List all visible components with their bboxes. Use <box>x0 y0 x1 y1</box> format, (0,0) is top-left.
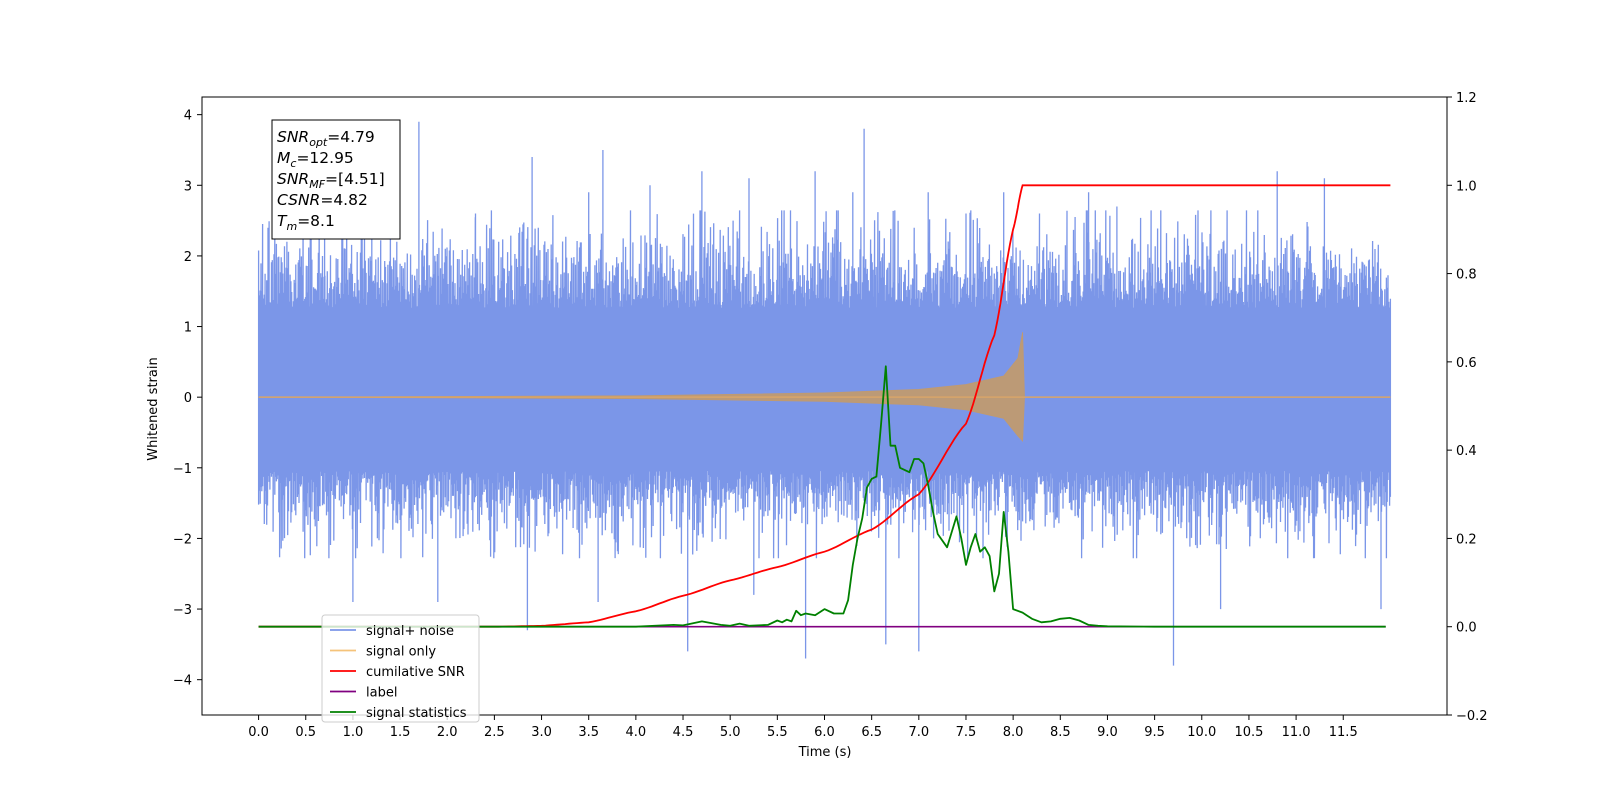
y-right-tick-label: −0.2 <box>1456 709 1488 724</box>
x-tick-label: 3.0 <box>531 725 552 740</box>
y-axis-label: Whitened strain <box>146 357 161 460</box>
legend-entry: signal statistics <box>366 706 467 721</box>
y-axis-right: 1.2 1.0 0.8 0.6 0.4 0.2 0.0 −0.2 <box>1447 91 1488 724</box>
x-tick-label: 5.5 <box>767 725 788 740</box>
y-right-tick-label: 1.2 <box>1456 91 1477 106</box>
legend-entry: signal+ noise <box>366 624 454 639</box>
x-tick-label: 2.5 <box>484 725 505 740</box>
y-left-tick-label: −4 <box>173 674 192 689</box>
x-tick-label: 8.5 <box>1050 725 1071 740</box>
series-signal-statistics <box>258 365 1386 628</box>
x-tick-label: 6.0 <box>814 725 835 740</box>
x-tick-label: 0.5 <box>295 725 316 740</box>
x-tick-label: 5.0 <box>720 725 741 740</box>
x-tick-label: 9.5 <box>1144 725 1165 740</box>
x-tick-label: 2.0 <box>437 725 458 740</box>
x-tick-label: 4.5 <box>673 725 694 740</box>
y-right-tick-label: 0.0 <box>1456 621 1477 636</box>
x-tick-label: 10.5 <box>1234 725 1263 740</box>
legend: signal+ noise signal only cumilative SNR la… <box>321 614 480 723</box>
plot-area <box>201 96 1448 716</box>
x-tick-label: 7.5 <box>956 725 977 740</box>
legend-entry: cumilative SNR <box>366 665 465 680</box>
x-tick-label: 1.0 <box>343 725 364 740</box>
annotation-line: SNRMF=[4.51] <box>277 170 385 191</box>
y-left-tick-label: −1 <box>173 462 192 477</box>
x-tick-label: 6.5 <box>861 725 882 740</box>
annotation-box: SNRopt=4.79Mc=12.95SNRMF=[4.51]CSNR=4.82… <box>271 119 401 240</box>
y-left-tick-label: 2 <box>184 250 192 265</box>
series-signal-only-envelope <box>258 332 1391 442</box>
y-left-tick-label: −2 <box>173 532 192 547</box>
legend-entry: signal only <box>366 645 436 660</box>
y-left-tick-label: −3 <box>173 603 192 618</box>
y-right-tick-label: 0.6 <box>1456 356 1477 371</box>
x-tick-label: 1.5 <box>390 725 411 740</box>
y-left-tick-label: 0 <box>184 391 192 406</box>
y-right-tick-label: 0.2 <box>1456 532 1477 547</box>
annotation-line: CSNR=4.82 <box>277 191 368 209</box>
y-right-tick-label: 1.0 <box>1456 179 1477 194</box>
x-tick-label: 9.0 <box>1097 725 1118 740</box>
x-tick-label: 0.0 <box>248 725 269 740</box>
x-tick-label: 8.0 <box>1003 725 1024 740</box>
annotation-line: Tm=8.1 <box>277 212 335 233</box>
annotation-line: SNRopt=4.79 <box>277 128 375 149</box>
annotation-line: Mc=12.95 <box>277 149 354 170</box>
y-right-tick-label: 0.8 <box>1456 268 1477 283</box>
x-tick-label: 7.0 <box>908 725 929 740</box>
x-axis: 0.0 0.5 1.0 1.5 2.0 2.5 3.0 3.5 4.0 4.5 5.0 5.5 6.0 6… <box>248 715 1358 740</box>
y-axis-left: 4 3 2 1 0 −1 −2 −3 −4 <box>173 109 202 689</box>
y-left-tick-label: 3 <box>184 179 192 194</box>
x-tick-label: 11.0 <box>1282 725 1311 740</box>
y-left-tick-label: 4 <box>184 109 192 124</box>
x-tick-label: 10.0 <box>1187 725 1216 740</box>
x-tick-label: 4.0 <box>626 725 647 740</box>
series-cumulative-snr <box>258 184 1391 628</box>
y-right-tick-label: 0.4 <box>1456 444 1477 459</box>
legend-entry: label <box>366 686 397 701</box>
y-left-tick-label: 1 <box>184 321 192 336</box>
x-tick-label: 3.5 <box>578 725 599 740</box>
x-axis-label: Time (s) <box>798 745 852 760</box>
x-tick-label: 11.5 <box>1329 725 1358 740</box>
